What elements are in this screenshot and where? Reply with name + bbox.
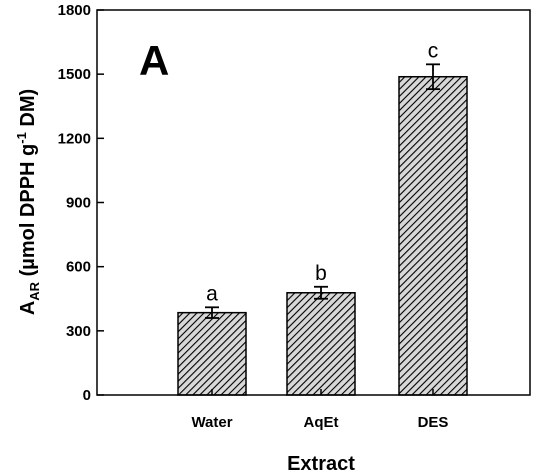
y-tick-label-300: 300 — [66, 323, 91, 340]
y-tick-label-1800: 1800 — [58, 2, 91, 19]
significance-label-water: a — [206, 282, 218, 305]
significance-label-aqet: b — [315, 262, 327, 285]
x-tick-label-aqet: AqEt — [304, 414, 339, 431]
significance-labels-layer: a b c — [206, 39, 438, 305]
bar-aqet — [286, 292, 356, 396]
error-bar-aqet — [314, 285, 328, 300]
y-axis-title: AAR (µmol DPPH g-1 DM) — [14, 89, 42, 315]
y-axis-title-units: (µmol DPPH g — [17, 144, 39, 282]
x-tick-label-des: DES — [418, 414, 449, 431]
x-axis-title: Extract — [287, 453, 355, 475]
y-axis-ticks: 0 300 600 900 1200 1500 1800 — [58, 2, 104, 404]
y-tick-label-1200: 1200 — [58, 130, 91, 147]
bar-des — [398, 75, 468, 396]
y-tick-label-1500: 1500 — [58, 66, 91, 83]
x-tick-label-water: Water — [191, 414, 232, 431]
y-axis-title-main: A — [17, 301, 39, 315]
y-axis-title-sup: -1 — [14, 132, 29, 144]
y-tick-label-0: 0 — [83, 387, 91, 404]
x-axis-ticks: Water AqEt DES — [191, 389, 448, 431]
bars-layer — [177, 75, 468, 396]
y-axis-title-units-end: DM) — [17, 89, 39, 132]
y-tick-label-900: 900 — [66, 195, 91, 212]
bar-water — [177, 311, 247, 396]
y-axis-title-sub: AR — [27, 281, 42, 300]
panel-label: A — [139, 37, 169, 84]
significance-label-des: c — [428, 39, 439, 62]
error-bar-water — [205, 306, 219, 319]
y-tick-label-600: 600 — [66, 259, 91, 276]
error-bar-des — [426, 63, 440, 91]
error-bars-layer — [205, 63, 440, 319]
